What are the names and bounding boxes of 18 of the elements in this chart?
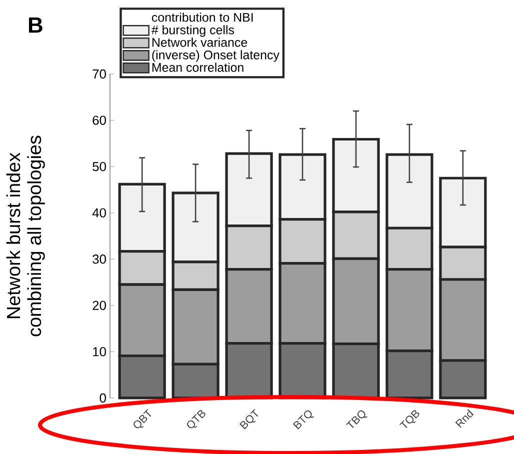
legend-label: (inverse) Onset latency [152,50,280,62]
y-tick-label: 70 [92,69,106,79]
y-tick-label: 40 [92,208,106,218]
legend-title: contribution to NBI [152,12,253,22]
y-tick-label: 10 [93,347,106,356]
y-tick-label: 50 [92,162,106,172]
y-axis-title: Network burst index combining all topologies [6,136,45,336]
x-tick-label: TBQ [346,410,368,428]
x-tick-label: QTB [187,410,206,428]
y-tick-label: 30 [92,254,106,264]
legend-label: # bursting cells [151,25,234,37]
legend-label: Network variance [152,38,248,47]
y-tick-label: 0 [100,393,106,403]
x-tick-label: TQB [399,410,420,428]
text: B [28,18,42,33]
legend-label: Mean correlation [152,62,244,72]
y-tick-label: 20 [92,300,106,310]
y-tick-label: 60 [92,116,106,125]
